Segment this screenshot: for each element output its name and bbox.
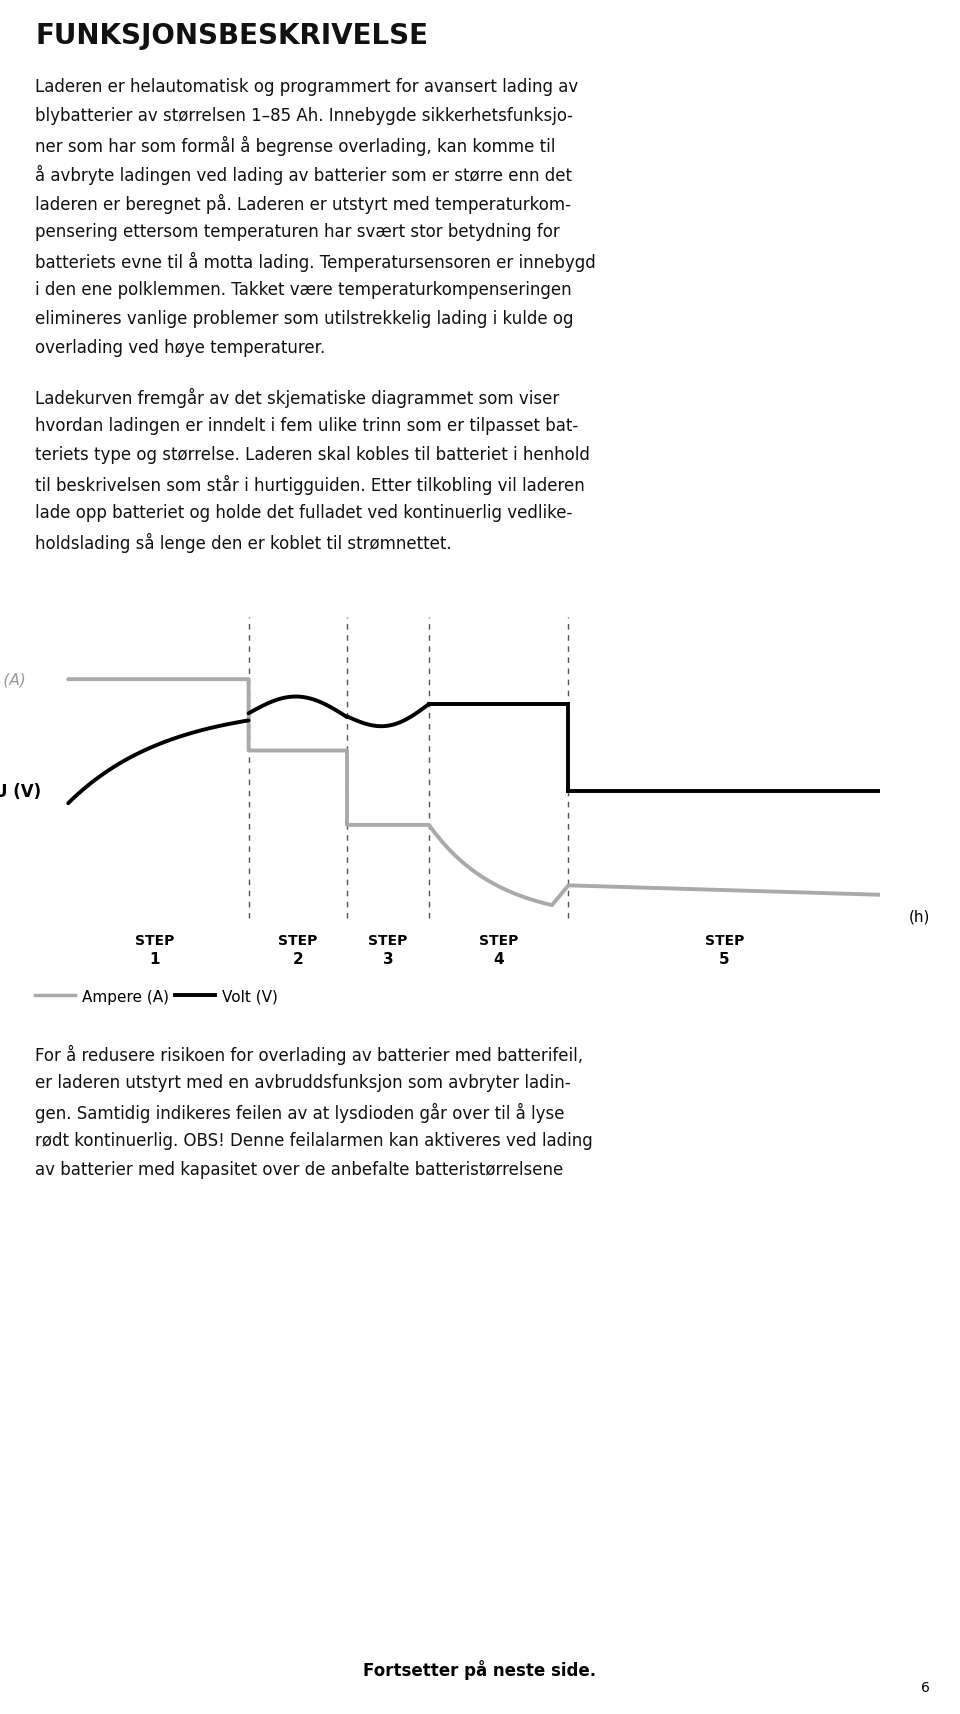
Text: STEP: STEP: [479, 934, 518, 948]
Text: STEP: STEP: [369, 934, 408, 948]
Text: overlading ved høye temperaturer.: overlading ved høye temperaturer.: [35, 339, 325, 357]
Text: blybatterier av størrelsen 1–85 Ah. Innebygde sikkerhetsfunksjо-: blybatterier av størrelsen 1–85 Ah. Inne…: [35, 106, 573, 125]
Text: STEP: STEP: [134, 934, 174, 948]
Text: lade opp batteriet og holde det fulladet ved kontinuerlig vedlike-: lade opp batteriet og holde det fulladet…: [35, 504, 572, 521]
Text: av batterier med kapasitet over de anbefalte batteristørrelsene: av batterier med kapasitet over de anbef…: [35, 1160, 564, 1178]
Text: For å redusere risikoen for overlading av batterier med batterifeil,: For å redusere risikoen for overlading a…: [35, 1044, 583, 1064]
Text: 5: 5: [719, 951, 730, 967]
Text: Ampere (A): Ampere (A): [82, 989, 169, 1004]
Text: Laderen er helautomatisk og programmert for avansert lading av: Laderen er helautomatisk og programmert …: [35, 77, 578, 96]
Text: 2: 2: [293, 951, 303, 967]
Text: gen. Samtidig indikeres feilen av at lysdioden går over til å lyse: gen. Samtidig indikeres feilen av at lys…: [35, 1102, 564, 1123]
Text: 1: 1: [149, 951, 159, 967]
Text: til beskrivelsen som står i hurtigguiden. Etter tilkobling vil laderen: til beskrivelsen som står i hurtigguiden…: [35, 475, 585, 495]
Text: laderen er beregnet på. Laderen er utstyrt med temperaturkom-: laderen er beregnet på. Laderen er utsty…: [35, 194, 571, 214]
Text: rødt kontinuerlig. OBS! Denne feilalarmen kan aktiveres ved lading: rødt kontinuerlig. OBS! Denne feilalarme…: [35, 1131, 592, 1150]
Text: elimineres vanlige problemer som utilstrekkelig lading i kulde og: elimineres vanlige problemer som utilstr…: [35, 310, 573, 327]
Text: (h): (h): [909, 910, 930, 924]
Text: Volt (V): Volt (V): [222, 989, 277, 1004]
Text: 6: 6: [922, 1680, 930, 1693]
Text: batteriets evne til å motta lading. Temperatursensoren er innebygd: batteriets evne til å motta lading. Temp…: [35, 252, 596, 273]
Text: hvordan ladingen er inndelt i fem ulike trinn som er tilpasset bat-: hvordan ladingen er inndelt i fem ulike …: [35, 417, 578, 435]
Text: er laderen utstyrt med en avbruddsfunksjon som avbryter ladin-: er laderen utstyrt med en avbruddsfunksj…: [35, 1073, 570, 1092]
Text: 3: 3: [383, 951, 394, 967]
Text: teriets type og størrelse. Laderen skal kobles til batteriet i henhold: teriets type og størrelse. Laderen skal …: [35, 446, 589, 464]
Text: Fortsetter på neste side.: Fortsetter på neste side.: [364, 1659, 596, 1680]
Text: STEP: STEP: [705, 934, 744, 948]
Text: 4: 4: [493, 951, 504, 967]
Text: pensering ettersom temperaturen har svært stor betydning for: pensering ettersom temperaturen har svær…: [35, 223, 560, 242]
Text: i den ene polklemmen. Takket være temperaturkompenseringen: i den ene polklemmen. Takket være temper…: [35, 281, 571, 298]
Text: å avbryte ladingen ved lading av batterier som er større enn det: å avbryte ladingen ved lading av batteri…: [35, 165, 572, 185]
Text: U (V): U (V): [0, 782, 41, 800]
Text: Ladekurven fremgår av det skjematiske diagrammet som viser: Ladekurven fremgår av det skjematiske di…: [35, 387, 560, 408]
Text: I (A): I (A): [0, 672, 26, 687]
Text: FUNKSJONSBESKRIVELSE: FUNKSJONSBESKRIVELSE: [35, 22, 428, 50]
Text: holdslading så lenge den er koblet til strømnettet.: holdslading så lenge den er koblet til s…: [35, 533, 451, 552]
Text: ner som har som formål å begrense overlading, kan komme til: ner som har som formål å begrense overla…: [35, 135, 556, 156]
Text: STEP: STEP: [278, 934, 318, 948]
